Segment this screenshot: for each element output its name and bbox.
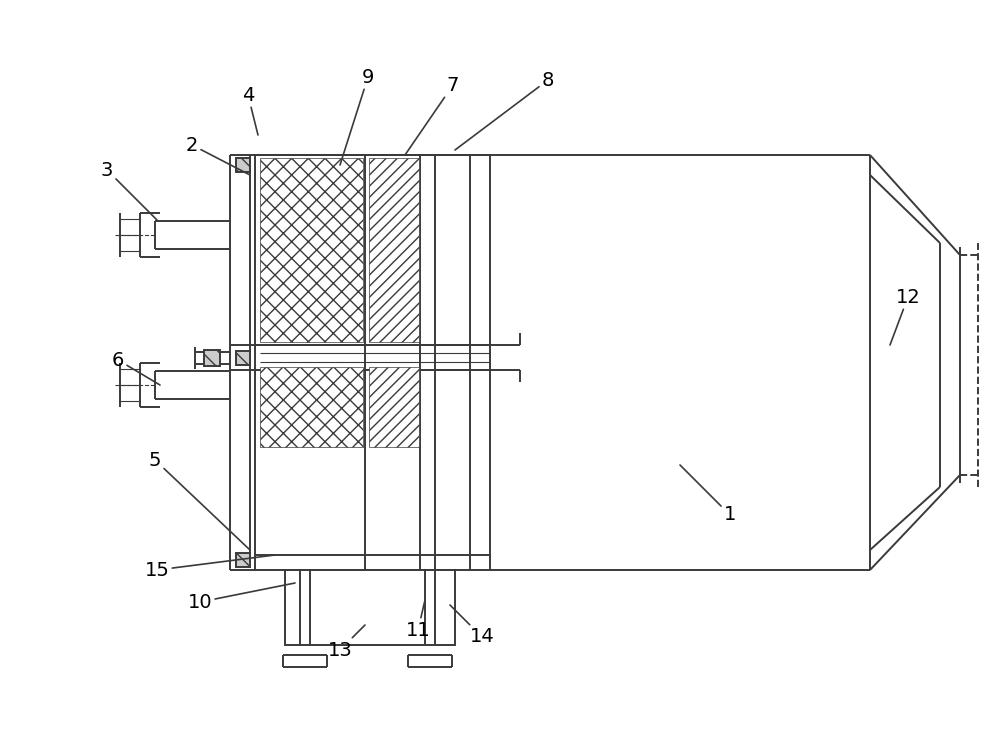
Text: 13: 13: [328, 625, 365, 659]
Bar: [260, 367, 363, 447]
Text: 1: 1: [680, 465, 736, 524]
Text: 11: 11: [406, 600, 430, 639]
Text: 5: 5: [149, 451, 250, 550]
Text: 9: 9: [340, 68, 374, 165]
Text: 15: 15: [145, 555, 275, 580]
Text: 14: 14: [450, 605, 494, 647]
Text: 6: 6: [112, 350, 160, 385]
Text: 12: 12: [890, 288, 920, 345]
Text: 8: 8: [455, 71, 554, 150]
Text: 10: 10: [188, 583, 295, 612]
Text: 2: 2: [186, 136, 250, 175]
Bar: [236, 351, 250, 365]
Bar: [236, 158, 250, 172]
Bar: [369, 367, 419, 447]
Text: 4: 4: [242, 86, 258, 135]
Bar: [236, 553, 250, 567]
Bar: [204, 350, 220, 366]
Text: 7: 7: [405, 75, 459, 155]
Bar: [260, 158, 363, 342]
Bar: [369, 158, 419, 342]
Text: 3: 3: [101, 160, 157, 220]
Bar: [285, 570, 455, 645]
